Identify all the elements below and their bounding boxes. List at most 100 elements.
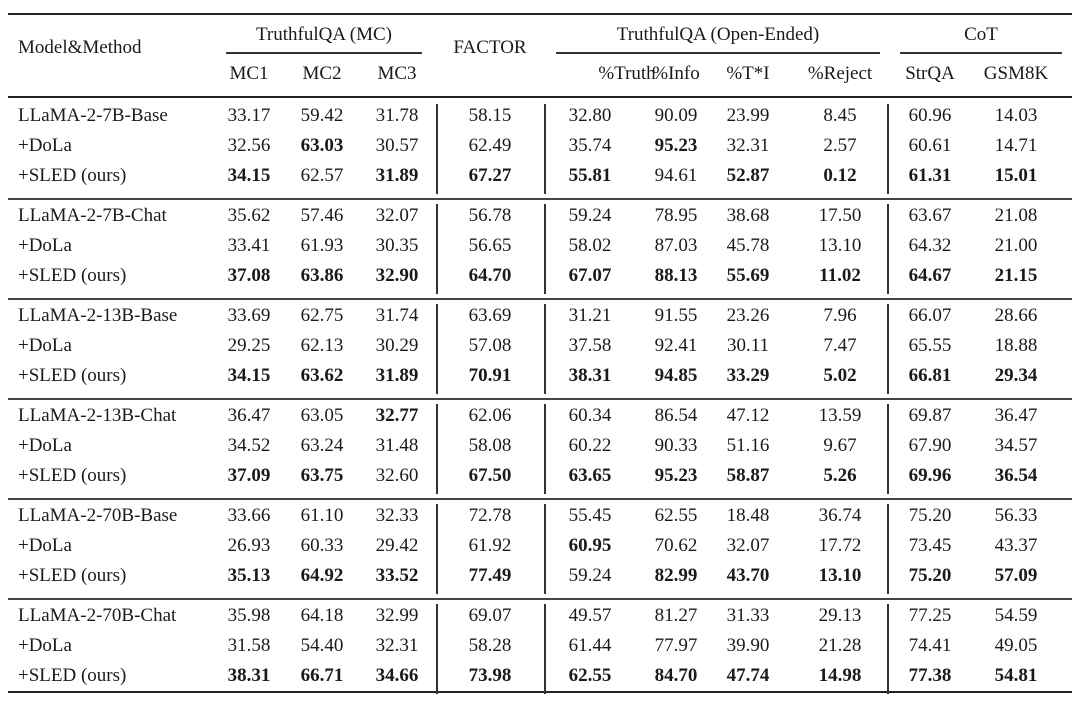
table-cell: 14.98 xyxy=(818,665,862,686)
table-cell: 82.99 xyxy=(654,565,698,586)
table-cell: 64.18 xyxy=(300,605,344,626)
top-rule xyxy=(8,13,1072,15)
table-cell: 56.78 xyxy=(468,205,512,226)
table-cell: 9.67 xyxy=(823,435,857,456)
table-cell: 88.13 xyxy=(654,265,698,286)
row-label: +DoLa xyxy=(18,135,72,156)
table-cell: 64.70 xyxy=(468,265,512,286)
table-cell: 37.09 xyxy=(227,465,271,486)
table-cell: 69.07 xyxy=(468,605,512,626)
table-cell: 59.24 xyxy=(568,565,612,586)
group-separator xyxy=(8,598,1072,600)
table-cell: 18.88 xyxy=(994,335,1038,356)
column-divider xyxy=(436,604,438,694)
subheader-cell: %Truth xyxy=(598,63,656,84)
row-label: +DoLa xyxy=(18,435,72,456)
table-cell: 94.85 xyxy=(654,365,698,386)
table-cell: 7.47 xyxy=(823,335,857,356)
table-cell: 26.93 xyxy=(227,535,271,556)
row-label: LLaMA-2-13B-Base xyxy=(18,305,178,326)
table-cell: 66.81 xyxy=(908,365,952,386)
table-cell: 77.25 xyxy=(908,605,952,626)
table-cell: 92.41 xyxy=(654,335,698,356)
table-cell: 95.23 xyxy=(654,135,698,156)
table-cell: 63.05 xyxy=(300,405,344,426)
subheader-cell: GSM8K xyxy=(983,63,1049,84)
table-cell: 66.71 xyxy=(300,665,344,686)
table-cell: 43.37 xyxy=(994,535,1038,556)
table-cell: 31.33 xyxy=(726,605,770,626)
column-divider xyxy=(544,504,546,594)
table-cell: 70.91 xyxy=(468,365,512,386)
table-cell: 57.46 xyxy=(300,205,344,226)
table-cell: 61.10 xyxy=(300,505,344,526)
table-cell: 63.65 xyxy=(568,465,612,486)
row-label: +SLED (ours) xyxy=(18,265,127,286)
header-model-method: Model&Method xyxy=(18,37,142,58)
table-cell: 31.74 xyxy=(375,305,419,326)
column-divider xyxy=(544,304,546,394)
table-cell: 21.00 xyxy=(994,235,1038,256)
table-cell: 65.55 xyxy=(908,335,952,356)
table-cell: 59.24 xyxy=(568,205,612,226)
row-label: LLaMA-2-7B-Base xyxy=(18,105,168,126)
table-cell: 38.68 xyxy=(726,205,770,226)
table-cell: 15.01 xyxy=(994,165,1038,186)
table-cell: 29.25 xyxy=(227,335,271,356)
table-cell: 63.62 xyxy=(300,365,344,386)
subheader-cell: %Info xyxy=(652,63,700,84)
table-cell: 21.08 xyxy=(994,205,1038,226)
table-cell: 95.23 xyxy=(654,465,698,486)
table-cell: 18.48 xyxy=(726,505,770,526)
header-group-cot: CoT xyxy=(964,24,998,45)
table-cell: 90.33 xyxy=(654,435,698,456)
table-cell: 32.90 xyxy=(375,265,419,286)
table-cell: 59.42 xyxy=(300,105,344,126)
table-cell: 62.55 xyxy=(568,665,612,686)
table-cell: 58.87 xyxy=(726,465,770,486)
table-cell: 64.67 xyxy=(908,265,952,286)
table-cell: 60.96 xyxy=(908,105,952,126)
table-cell: 47.74 xyxy=(726,665,770,686)
table-cell: 11.02 xyxy=(819,265,861,286)
column-divider xyxy=(436,504,438,594)
table-cell: 32.07 xyxy=(375,205,419,226)
table-cell: 62.55 xyxy=(654,505,698,526)
table-cell: 39.90 xyxy=(726,635,770,656)
column-divider xyxy=(544,104,546,194)
table-cell: 63.69 xyxy=(468,305,512,326)
table-cell: 51.16 xyxy=(726,435,770,456)
table-cell: 60.22 xyxy=(568,435,612,456)
row-label: LLaMA-2-70B-Base xyxy=(18,505,178,526)
table-cell: 47.12 xyxy=(726,405,770,426)
table-cell: 34.15 xyxy=(227,165,271,186)
cmidrule-truthfulqa-open xyxy=(556,52,880,54)
column-divider xyxy=(887,504,889,594)
group-separator xyxy=(8,198,1072,200)
subheader-cell: MC1 xyxy=(229,63,269,84)
group-separator xyxy=(8,398,1072,400)
row-label: +SLED (ours) xyxy=(18,565,127,586)
table-cell: 36.47 xyxy=(994,405,1038,426)
table-cell: 45.78 xyxy=(726,235,770,256)
table-cell: 32.60 xyxy=(375,465,419,486)
table-cell: 64.32 xyxy=(908,235,952,256)
table-cell: 34.52 xyxy=(227,435,271,456)
table-cell: 13.10 xyxy=(818,235,862,256)
table-cell: 32.99 xyxy=(375,605,419,626)
table-cell: 32.31 xyxy=(375,635,419,656)
subheader-cell: MC2 xyxy=(302,63,342,84)
subheader-cell: %T*I xyxy=(726,63,770,84)
table-cell: 70.62 xyxy=(654,535,698,556)
table-cell: 38.31 xyxy=(568,365,612,386)
column-divider xyxy=(887,304,889,394)
table-cell: 94.61 xyxy=(654,165,698,186)
table-cell: 37.58 xyxy=(568,335,612,356)
table-cell: 14.71 xyxy=(994,135,1038,156)
table-cell: 67.27 xyxy=(468,165,512,186)
table-cell: 35.13 xyxy=(227,565,271,586)
table-cell: 72.78 xyxy=(468,505,512,526)
table-cell: 33.66 xyxy=(227,505,271,526)
table-cell: 55.45 xyxy=(568,505,612,526)
